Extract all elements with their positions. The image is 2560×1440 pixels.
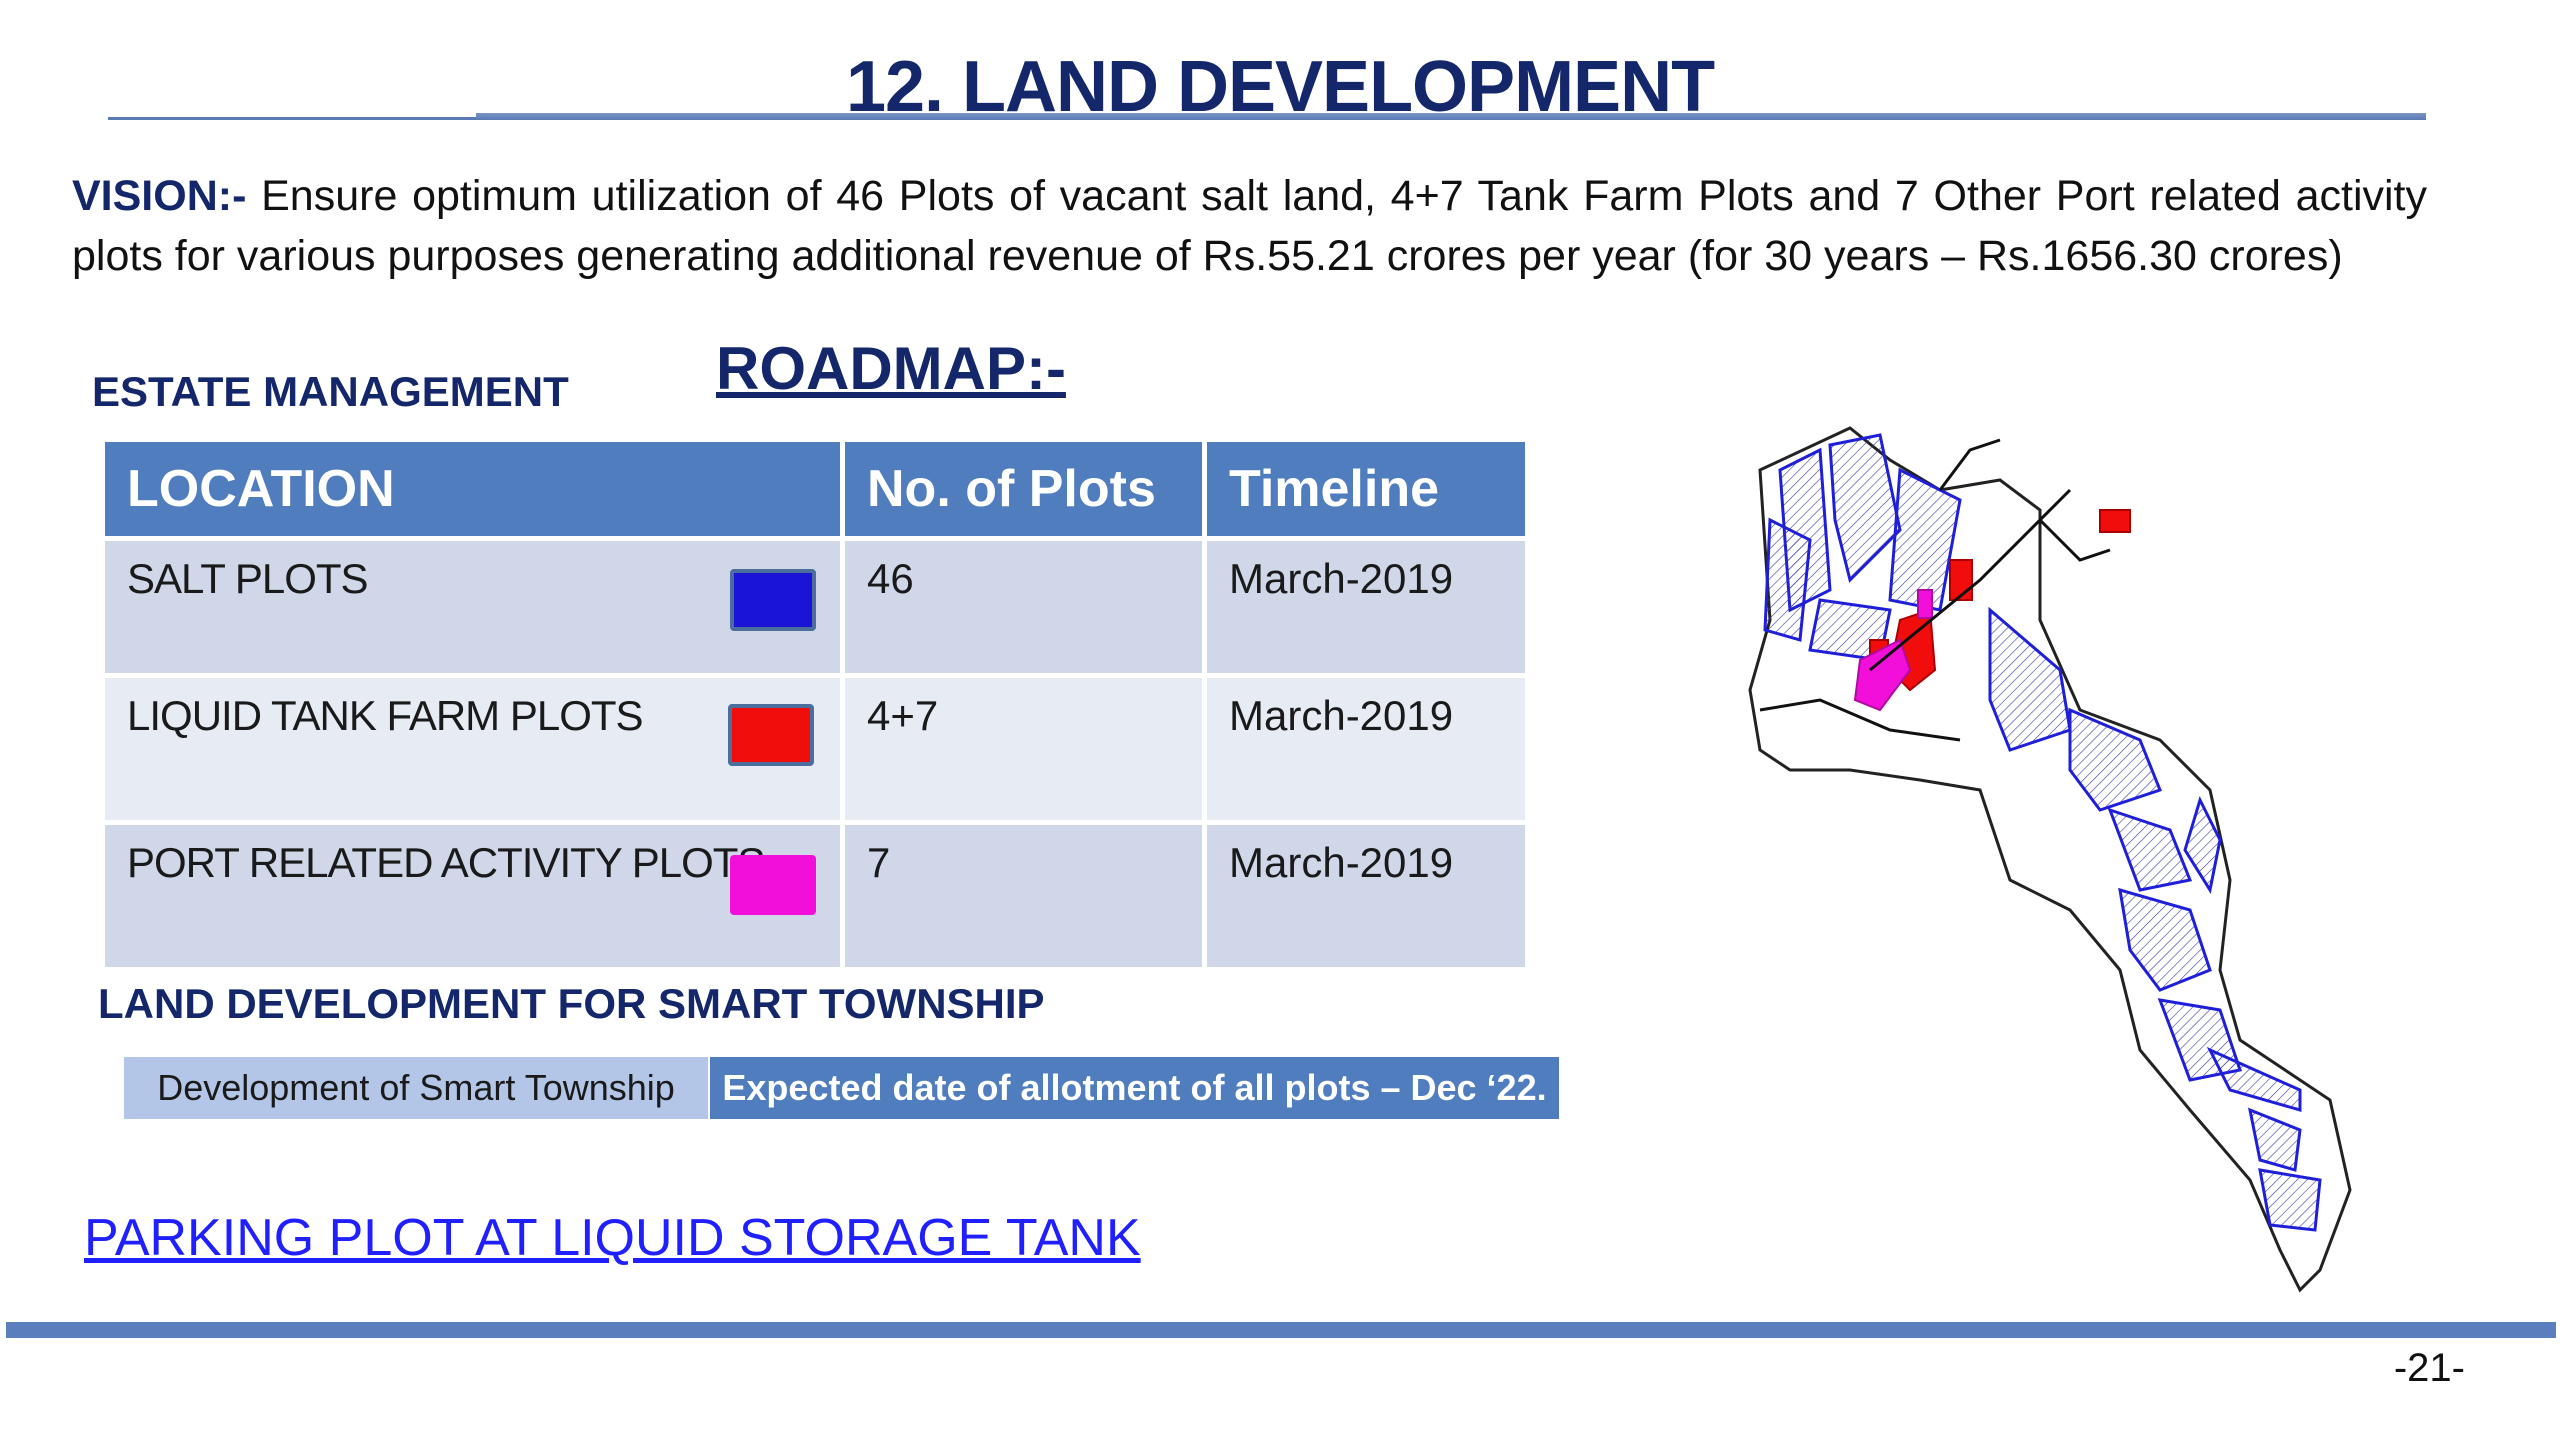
location-cell: LIQUID TANK FARM PLOTS [100,673,845,825]
map-outline [1748,426,2352,1293]
road-lines [1759,438,2111,742]
column-header-plots: No. of Plots [840,437,1207,541]
port-activity-swatch [730,855,816,915]
timeline-cell: March-2019 [1202,820,1530,972]
estate-management-heading: ESTATE MANAGEMENT [92,368,569,415]
timeline-cell: March-2019 [1202,673,1530,825]
roadmap-heading: ROADMAP:- [716,335,1066,402]
table-row: PORT RELATED ACTIVITY PLOTS 7 March-2019 [100,820,1530,972]
port-land-map [1748,426,2352,1293]
vision-statement: VISION:- Ensure optimum utilization of 4… [72,166,2427,286]
table-row: SALT PLOTS 46 March-2019 [100,536,1530,678]
plots-cell: 46 [840,536,1207,678]
column-header-timeline: Timeline [1202,437,1530,541]
plots-cell: 4+7 [840,673,1207,825]
title-underline-left [108,117,478,120]
location-cell: SALT PLOTS [100,536,845,678]
plots-cell: 7 [840,820,1207,972]
estate-table: LOCATION No. of Plots Timeline SALT PLOT… [100,437,1530,972]
smart-township-label: Development of Smart Township [124,1057,708,1119]
column-header-location: LOCATION [100,437,845,541]
vision-label: VISION:- [72,172,247,220]
location-cell: PORT RELATED ACTIVITY PLOTS [100,820,845,972]
title-underline [476,113,2426,120]
salt-plot-shapes [1763,433,2322,1232]
page-number: -21- [2393,1346,2465,1390]
table-row: LIQUID TANK FARM PLOTS 4+7 March-2019 [100,673,1530,825]
parking-plot-link[interactable]: PARKING PLOT AT LIQUID STORAGE TANK [84,1209,1141,1267]
table-header-row: LOCATION No. of Plots Timeline [100,437,1530,541]
liquid-tank-swatch [728,704,814,766]
salt-plots-swatch [730,569,816,631]
location-name: LIQUID TANK FARM PLOTS [127,692,644,739]
smart-township-heading: LAND DEVELOPMENT FOR SMART TOWNSHIP [98,980,1045,1027]
location-name: SALT PLOTS [127,555,369,602]
allotment-date-label: Expected date of allotment of all plots … [710,1057,1559,1119]
footer-rule [6,1322,2556,1338]
port-activity-shapes [1853,589,1933,712]
location-name: PORT RELATED ACTIVITY PLOTS [127,839,765,886]
timeline-cell: March-2019 [1202,536,1530,678]
vision-text: Ensure optimum utilization of 46 Plots o… [72,172,2427,280]
